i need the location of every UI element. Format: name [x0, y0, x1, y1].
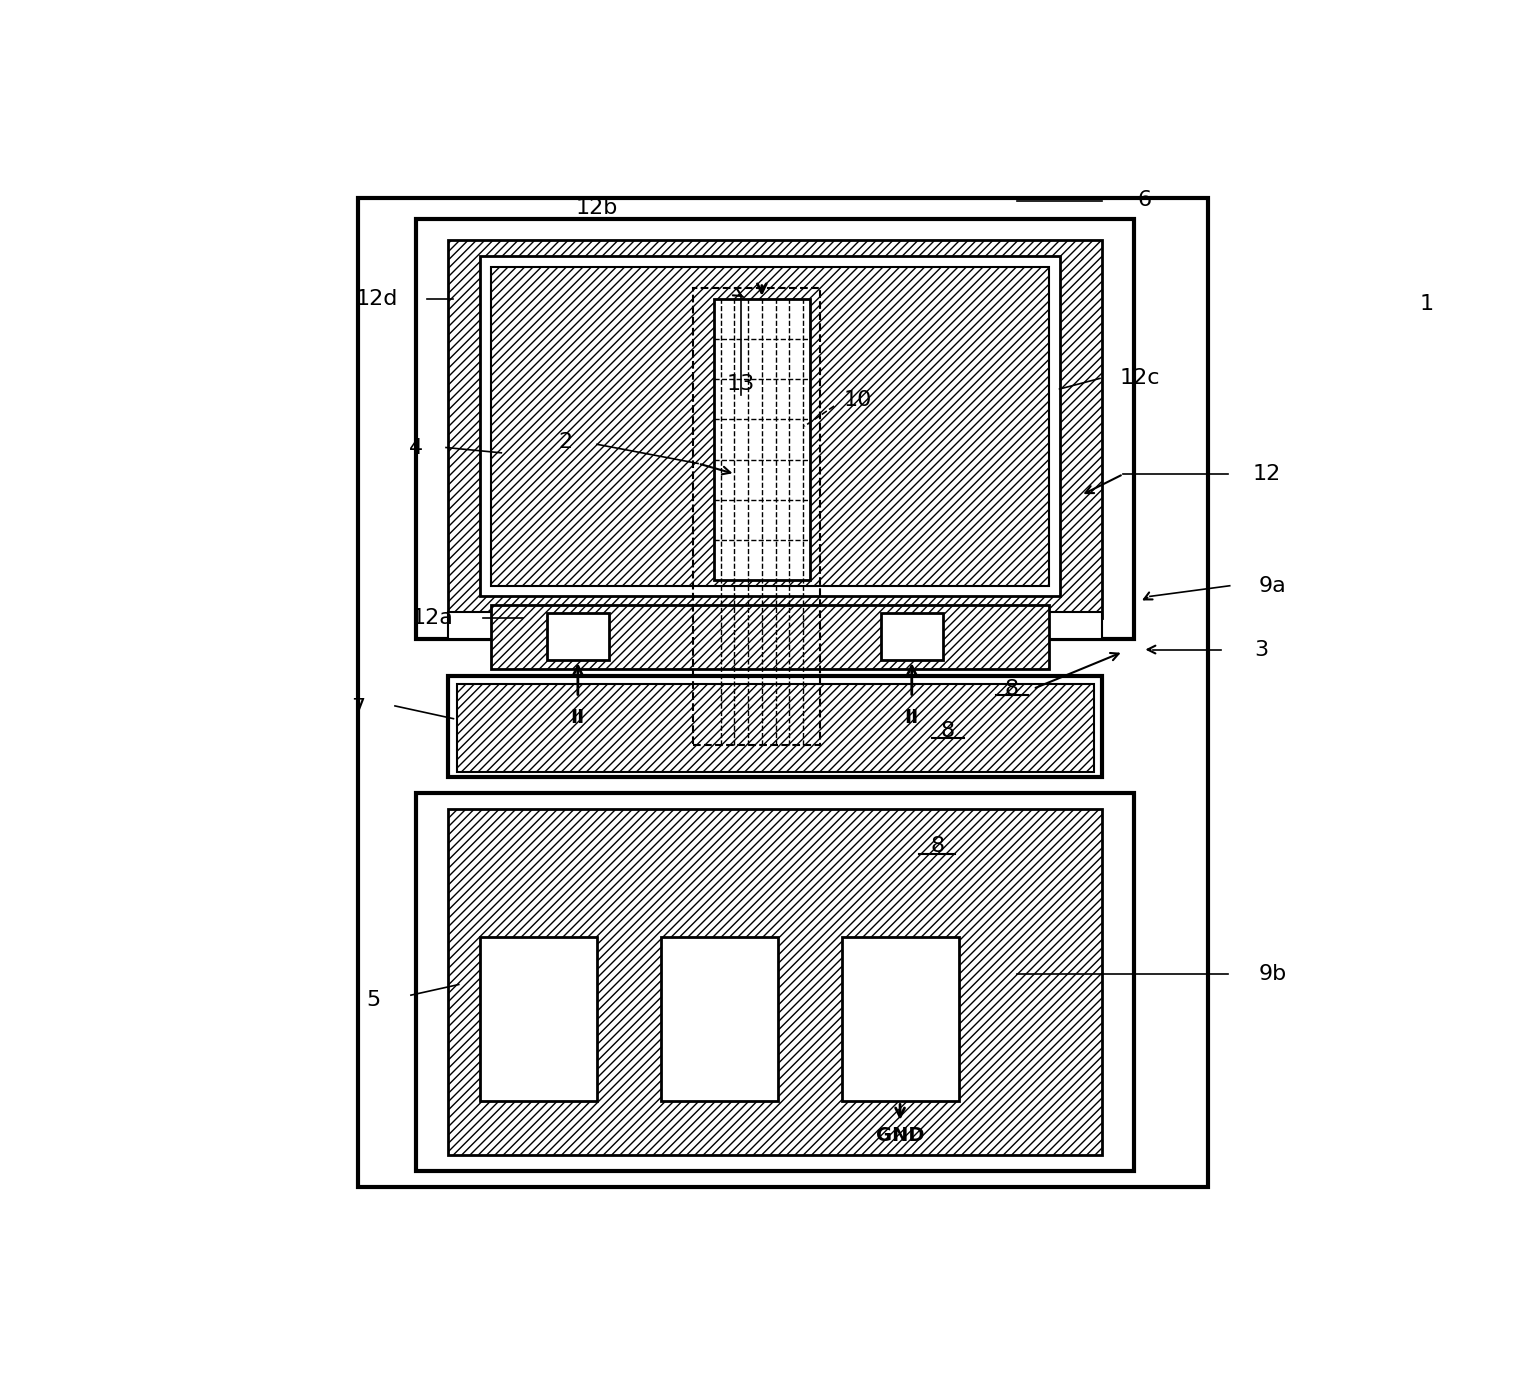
Text: 10: 10: [843, 389, 871, 410]
Text: 9b: 9b: [1258, 964, 1287, 983]
Bar: [842, 936, 958, 1102]
Text: II: II: [571, 708, 585, 726]
Text: 8: 8: [1005, 679, 1019, 699]
Text: 3: 3: [1254, 639, 1268, 660]
Text: 12b: 12b: [576, 199, 619, 218]
Text: 4: 4: [410, 438, 423, 457]
Bar: [448, 809, 1102, 1155]
Bar: [457, 684, 1094, 772]
Bar: [547, 613, 608, 660]
Text: II: II: [905, 708, 918, 726]
Bar: [714, 298, 810, 580]
Bar: [448, 240, 1102, 617]
Text: 12c: 12c: [1118, 369, 1160, 388]
Text: 9a: 9a: [1259, 576, 1287, 595]
Bar: [882, 613, 943, 660]
Text: 2: 2: [558, 432, 571, 452]
Bar: [448, 612, 1102, 639]
Bar: [480, 936, 597, 1102]
Text: 12a: 12a: [411, 608, 454, 627]
Text: 12: 12: [1253, 464, 1280, 485]
Bar: [416, 793, 1134, 1171]
Bar: [480, 255, 1059, 597]
Text: 5: 5: [367, 990, 380, 1011]
Text: 6: 6: [1137, 189, 1152, 210]
Bar: [490, 267, 1048, 586]
Bar: [692, 289, 821, 746]
Text: 12d: 12d: [356, 289, 399, 308]
Bar: [490, 605, 1048, 668]
Text: 13: 13: [726, 374, 755, 394]
Text: 8: 8: [931, 837, 944, 856]
Bar: [416, 220, 1134, 639]
Bar: [358, 197, 1209, 1186]
Text: GND: GND: [876, 1126, 924, 1145]
Bar: [448, 677, 1102, 778]
Text: 1: 1: [1420, 294, 1433, 313]
Bar: [660, 936, 778, 1102]
Text: 7: 7: [351, 697, 365, 718]
Text: 8: 8: [941, 721, 955, 742]
